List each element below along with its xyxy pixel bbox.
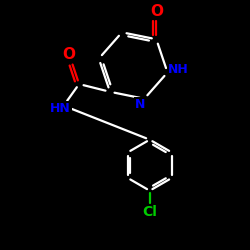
- Text: O: O: [150, 4, 163, 19]
- Text: O: O: [62, 47, 75, 62]
- Text: HN: HN: [50, 102, 71, 115]
- Text: N: N: [135, 98, 146, 112]
- Text: Cl: Cl: [142, 205, 157, 219]
- Text: NH: NH: [168, 63, 189, 76]
